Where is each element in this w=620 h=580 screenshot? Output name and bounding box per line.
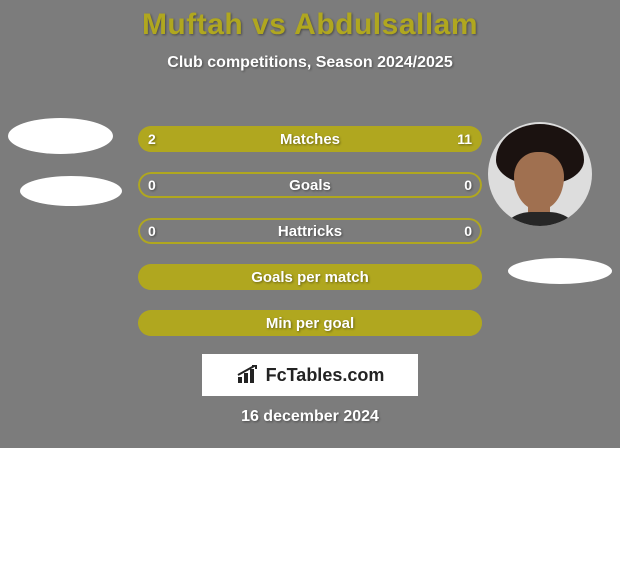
player-right-avatar-placeholder	[508, 258, 612, 284]
stat-label: Goals	[138, 172, 482, 198]
stat-row: Min per goal	[138, 310, 482, 336]
brand-icon	[236, 365, 262, 385]
stat-row: 00Goals	[138, 172, 482, 198]
stat-label: Matches	[138, 126, 482, 152]
brand-text: FcTables.com	[266, 365, 385, 386]
stat-row: Goals per match	[138, 264, 482, 290]
stat-label: Hattricks	[138, 218, 482, 244]
stat-label: Goals per match	[138, 264, 482, 290]
subtitle: Club competitions, Season 2024/2025	[0, 54, 620, 72]
date-label: 16 december 2024	[0, 408, 620, 426]
stat-label: Min per goal	[138, 310, 482, 336]
brand-badge: FcTables.com	[202, 354, 418, 396]
player-left-avatar-placeholder-2	[20, 176, 122, 206]
stat-row: 211Matches	[138, 126, 482, 152]
avatar-shirt	[494, 212, 586, 226]
comparison-bars: 211Matches 00Goals 00Hattricks Goals per ma…	[138, 126, 482, 356]
comparison-card: Muftah vs Abdulsallam Club competitions,…	[0, 0, 620, 448]
page-title: Muftah vs Abdulsallam	[0, 0, 620, 42]
stat-row: 00Hattricks	[138, 218, 482, 244]
player-left-avatar-placeholder-1	[8, 118, 113, 154]
player-right-avatar	[488, 122, 592, 226]
